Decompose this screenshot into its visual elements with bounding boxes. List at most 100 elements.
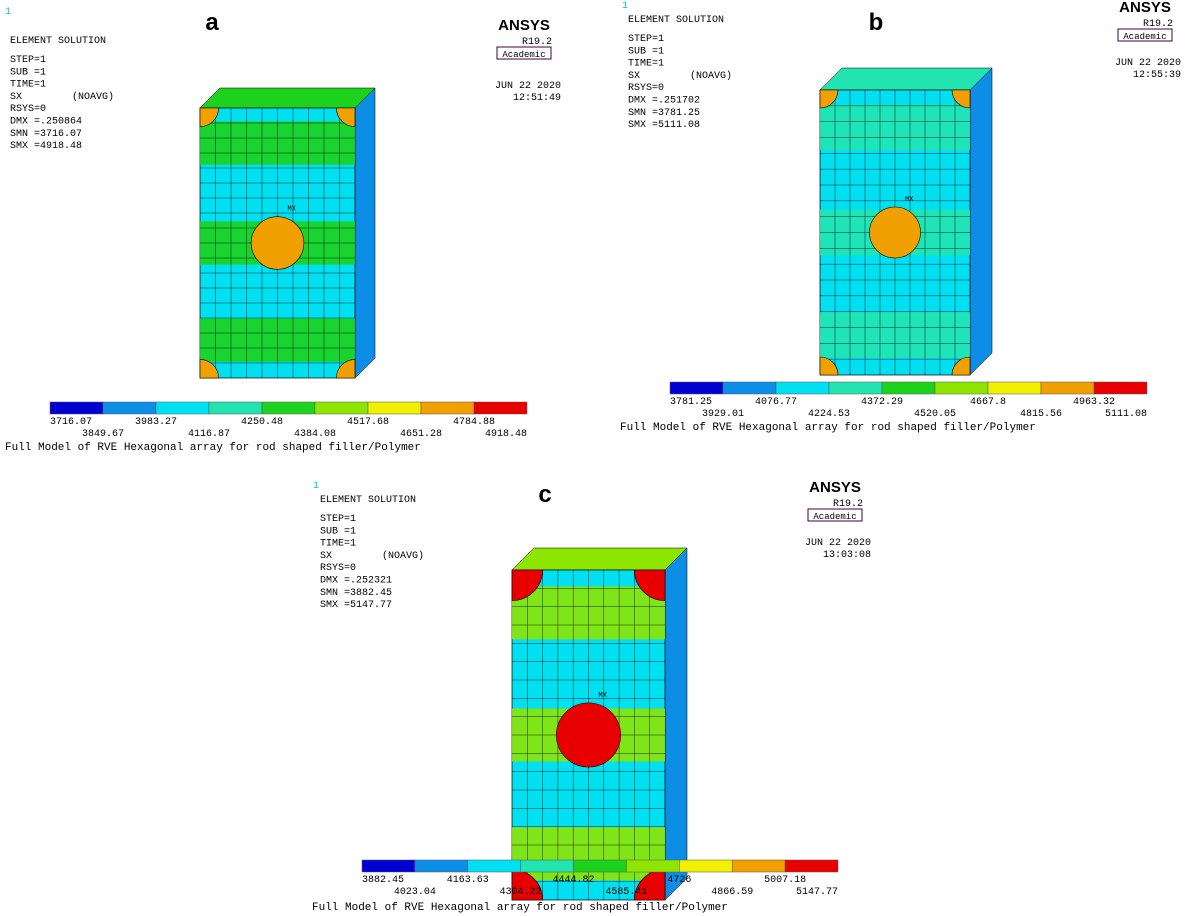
edition-box xyxy=(1117,28,1173,42)
top-face xyxy=(819,67,993,91)
legend-swatch xyxy=(367,401,422,415)
legend-swatch xyxy=(102,401,157,415)
legend-swatch xyxy=(722,381,777,395)
legend-value: 3882.45 xyxy=(362,875,404,886)
panel-label: c xyxy=(538,481,551,508)
legend-value: 5007.18 xyxy=(764,875,806,886)
legend-swatch xyxy=(420,401,475,415)
legend-swatch xyxy=(731,859,786,873)
window-index: 1 xyxy=(5,7,11,18)
window-index: 1 xyxy=(622,1,628,12)
solution-info: SUB =1 xyxy=(320,526,356,537)
legend-swatch xyxy=(1093,381,1148,395)
caption: Full Model of RVE Hexagonal array for ro… xyxy=(5,442,421,454)
caption: Full Model of RVE Hexagonal array for ro… xyxy=(312,902,728,914)
solution-info: TIME=1 xyxy=(628,59,664,70)
solution-info: SMX =5147.77 xyxy=(320,600,392,611)
top-face xyxy=(199,87,376,109)
fiber xyxy=(556,702,621,768)
top-face xyxy=(511,547,688,571)
panel-label: a xyxy=(205,9,219,36)
caption: Full Model of RVE Hexagonal array for ro… xyxy=(620,422,1036,434)
version: R19.2 xyxy=(833,499,863,510)
solution-info: SMN =3882.45 xyxy=(320,588,392,599)
legend-value: 4372.29 xyxy=(861,397,903,408)
corner-fiber xyxy=(199,359,219,379)
fiber xyxy=(869,206,921,259)
solution-info: TIME=1 xyxy=(320,539,356,550)
max-marker: MX xyxy=(288,206,297,214)
edition: Academic xyxy=(813,512,856,522)
legend-swatch xyxy=(520,859,574,873)
solution-avg: (NOAVG) xyxy=(690,70,732,82)
legend-value: 3983.27 xyxy=(135,417,177,428)
version: R19.2 xyxy=(1143,19,1173,30)
solution-info: SX xyxy=(320,551,332,562)
legend-value: 3849.67 xyxy=(82,429,124,440)
solution-info: STEP=1 xyxy=(628,34,664,45)
legend-swatch xyxy=(49,401,104,415)
panel-label: b xyxy=(869,9,884,36)
solution-info: RSYS=0 xyxy=(628,83,664,94)
solution-avg: (NOAVG) xyxy=(382,550,424,562)
max-marker: MX xyxy=(599,692,608,700)
legend-value: 4076.77 xyxy=(755,397,797,408)
legend-swatch xyxy=(467,859,521,873)
legend-swatch xyxy=(679,859,733,873)
clock: 12:51:49 xyxy=(513,93,561,104)
corner-fiber xyxy=(199,107,219,127)
solution-info: SUB =1 xyxy=(628,46,664,57)
date: JUN 22 2020 xyxy=(495,81,561,92)
solution-info: SUB =1 xyxy=(10,67,46,78)
legend-value: 4520.05 xyxy=(914,409,956,420)
corner-fiber xyxy=(951,89,971,109)
max-marker: MX xyxy=(905,196,914,204)
legend-swatch xyxy=(208,401,263,415)
solution-info: STEP=1 xyxy=(320,514,356,525)
legend-value: 4163.63 xyxy=(447,875,489,886)
legend-swatch xyxy=(414,859,469,873)
solution-info: RSYS=0 xyxy=(320,563,356,574)
solution-info: DMX =.252321 xyxy=(320,576,392,587)
legend-value: 4023.04 xyxy=(394,887,436,898)
legend-swatch xyxy=(261,401,316,415)
legend-value: 4815.56 xyxy=(1020,409,1062,420)
solution-info: DMX =.251702 xyxy=(628,96,700,107)
solution-info: STEP=1 xyxy=(10,55,46,66)
legend-swatch xyxy=(626,859,680,873)
corner-fiber xyxy=(819,89,839,109)
solution-info: SMN =3716.07 xyxy=(10,129,82,140)
solution-info: RSYS=0 xyxy=(10,104,46,115)
legend-swatch xyxy=(361,859,416,873)
legend-value: 4384.08 xyxy=(294,429,336,440)
legend-swatch xyxy=(775,381,830,395)
legend-value: 3929.01 xyxy=(702,409,744,420)
solution-info: SMX =4918.48 xyxy=(10,141,82,152)
legend-value: 3781.25 xyxy=(670,397,712,408)
edition-box xyxy=(807,508,863,522)
legend-value: 4250.48 xyxy=(241,417,283,428)
legend-value: 4224.53 xyxy=(808,409,850,420)
legend-value: 4585.41 xyxy=(605,887,647,898)
legend-swatch xyxy=(473,401,528,415)
date: JUN 22 2020 xyxy=(1115,58,1181,69)
version: R19.2 xyxy=(522,37,552,48)
corner-fiber xyxy=(634,569,666,601)
legend-swatch xyxy=(828,381,883,395)
solution-info: SX xyxy=(628,71,640,82)
header: ELEMENT SOLUTION xyxy=(10,36,106,47)
solution-info: SMX =5111.08 xyxy=(628,120,700,131)
legend-value: 4304.22 xyxy=(500,887,542,898)
legend-swatch xyxy=(934,381,989,395)
legend-swatch xyxy=(573,859,627,873)
legend-value: 4116.87 xyxy=(188,429,230,440)
edition: Academic xyxy=(1123,32,1166,42)
clock: 12:55:39 xyxy=(1133,70,1181,81)
window-index: 1 xyxy=(313,481,319,492)
corner-fiber xyxy=(951,356,971,376)
solution-avg: (NOAVG) xyxy=(72,91,114,103)
